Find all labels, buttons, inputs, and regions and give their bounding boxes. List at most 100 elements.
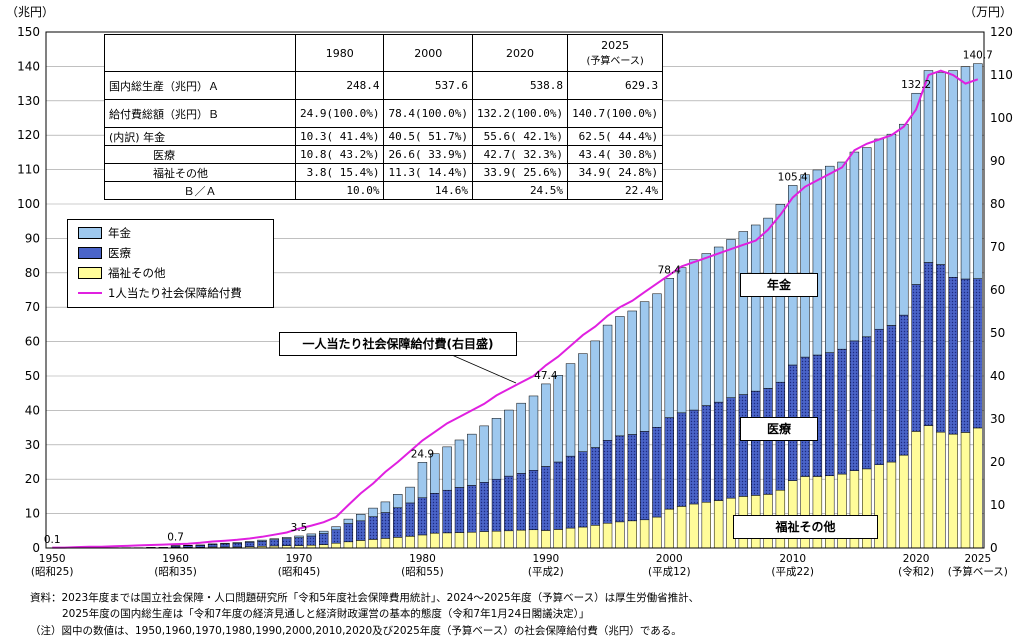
bar-pension <box>504 409 514 477</box>
bar-welfare <box>602 522 613 549</box>
data-labels: 0.1 0.7 3.5 24.9 47.4 78.4 105.4 132.2 140.7 <box>44 50 993 546</box>
bar-welfare <box>886 461 897 549</box>
bar-pension <box>948 70 958 278</box>
table-cell: 78.4(100.0%) <box>383 99 473 128</box>
table-cell: 3.8( 15.4%) <box>294 163 385 182</box>
bar-medical <box>726 397 736 499</box>
bar-pension <box>590 340 600 448</box>
bar-total-label: 140.7 <box>963 50 993 62</box>
legend-item-welfare: 福祉その他 <box>78 266 166 280</box>
table-row-label: Ｂ／Ａ <box>104 181 296 200</box>
table-row: 給付費総額（兆円）Ｂ 24.9(100.0%) 78.4(100.0%) 132… <box>104 99 664 128</box>
bar-pension <box>343 518 354 524</box>
y-right-tick-label: 60 <box>990 283 1005 297</box>
x-tick-label: 2025 <box>964 553 991 565</box>
bar-pension <box>207 543 218 545</box>
bar-medical <box>405 502 415 537</box>
bar-medical <box>553 461 563 530</box>
y-left-tick-label: 140 <box>17 59 40 73</box>
table-row: 国内総生産（兆円）Ａ 248.4 537.6 538.8 629.3 <box>104 71 664 100</box>
bar-total-label: 132.2 <box>901 79 931 91</box>
bar-pension <box>825 165 835 353</box>
table-cell: 43.4( 30.8%) <box>567 145 664 164</box>
bar-medical <box>294 537 304 546</box>
table-row-label: 医療 <box>104 145 296 164</box>
bar-medical <box>393 507 403 538</box>
bar-pension <box>306 533 317 537</box>
x-tick-label: 1950 <box>39 553 66 565</box>
bar-medical <box>578 451 588 528</box>
bar-pension <box>319 530 329 534</box>
table-cell: 11.3( 14.4%) <box>383 163 473 182</box>
table-cell: 62.5( 44.4%) <box>567 127 664 146</box>
bar-pension <box>849 151 860 342</box>
medical-box-label: 医療 <box>740 417 818 441</box>
bar-pension <box>516 402 526 474</box>
bar-medical <box>491 478 502 532</box>
legend-swatch-medical <box>78 247 102 259</box>
y-left-tick-label: 10 <box>25 507 40 521</box>
x-tick-sublabel: (平成12) <box>648 566 691 578</box>
bar-pension <box>368 507 378 517</box>
bar-welfare <box>639 519 650 549</box>
bar-welfare <box>689 503 699 549</box>
table-cell: 42.7( 32.3%) <box>471 145 569 164</box>
bar-medical <box>417 497 428 536</box>
table-row: 福祉その他 3.8( 15.4%) 11.3( 14.4%) 33.9( 25.… <box>104 163 664 182</box>
table-cell: 10.8( 43.2%) <box>294 145 385 164</box>
bar-pension <box>183 544 193 546</box>
bar-medical <box>207 543 218 548</box>
table-header-2025-year: 2025 <box>601 39 630 52</box>
bar-pension <box>281 537 292 539</box>
x-tick-sublabel: (予算ベース) <box>948 565 1008 578</box>
y-right-tick-label: 100 <box>990 111 1013 125</box>
bar-medical <box>837 348 847 475</box>
bar-total-label: 0.7 <box>167 532 184 544</box>
bar-medical <box>713 401 724 501</box>
table-row: 医療 10.8( 43.2%) 26.6( 33.9%) 42.7( 32.3%… <box>104 145 664 164</box>
bar-medical <box>899 314 909 456</box>
table-row-label: 国内総生産（兆円）Ａ <box>104 71 296 100</box>
bar-medical <box>565 455 576 529</box>
bar-pension <box>615 316 625 437</box>
bar-welfare <box>911 431 921 549</box>
legend: 年金 医療 福祉その他 1人当たり社会保障給付費 <box>67 219 274 308</box>
bar-pension <box>750 224 761 392</box>
bar-welfare <box>664 508 674 549</box>
bar-welfare <box>356 540 366 549</box>
x-tick-sublabel: (昭和35) <box>154 566 197 578</box>
bar-welfare <box>491 530 502 549</box>
bar-pension <box>528 395 539 471</box>
table-cell: 40.5( 51.7%) <box>383 127 473 146</box>
bar-welfare <box>590 525 600 549</box>
bar-welfare <box>393 537 403 549</box>
summary-table: 1980 2000 2020 2025 (予算ベース) 国内総生産（兆円）Ａ 2… <box>104 34 664 200</box>
welfare-box-label: 福祉その他 <box>733 515 878 539</box>
bar-welfare <box>899 454 909 549</box>
x-tick-label: 1970 <box>286 553 313 565</box>
bar-medical <box>973 278 983 429</box>
bar-pension <box>886 133 897 326</box>
bar-pension <box>627 310 637 435</box>
bar-welfare <box>627 520 637 549</box>
bar-welfare <box>442 532 452 549</box>
bar-welfare <box>528 529 539 549</box>
table-header-row: 1980 2000 2020 2025 (予算ベース) <box>104 34 664 72</box>
legend-label: 1人当たり社会保障給付費 <box>108 286 242 300</box>
bar-pension <box>923 70 934 263</box>
y-left-tick-label: 80 <box>25 266 40 280</box>
x-tick-sublabel: (昭和45) <box>278 566 321 578</box>
bar-pension <box>701 253 711 406</box>
note-source-1: 資料：2023年度までは国立社会保障・人口問題研究所「令和5年度社会保障費用統計… <box>30 592 700 604</box>
bar-pension <box>936 72 946 265</box>
bar-welfare <box>504 530 514 549</box>
bar-pension <box>442 446 452 491</box>
table-row-label: 給付費総額（兆円）Ｂ <box>104 99 296 128</box>
table-row: (内訳) 年金 10.3( 41.4%) 40.5( 51.7%) 55.6( … <box>104 127 664 146</box>
bar-medical <box>356 520 366 541</box>
bar-medical <box>380 512 391 539</box>
bar-pension <box>726 239 736 398</box>
bar-total-label: 105.4 <box>778 171 808 183</box>
table-header-1980: 1980 <box>294 34 385 72</box>
y-left-tick-label: 90 <box>25 231 40 245</box>
